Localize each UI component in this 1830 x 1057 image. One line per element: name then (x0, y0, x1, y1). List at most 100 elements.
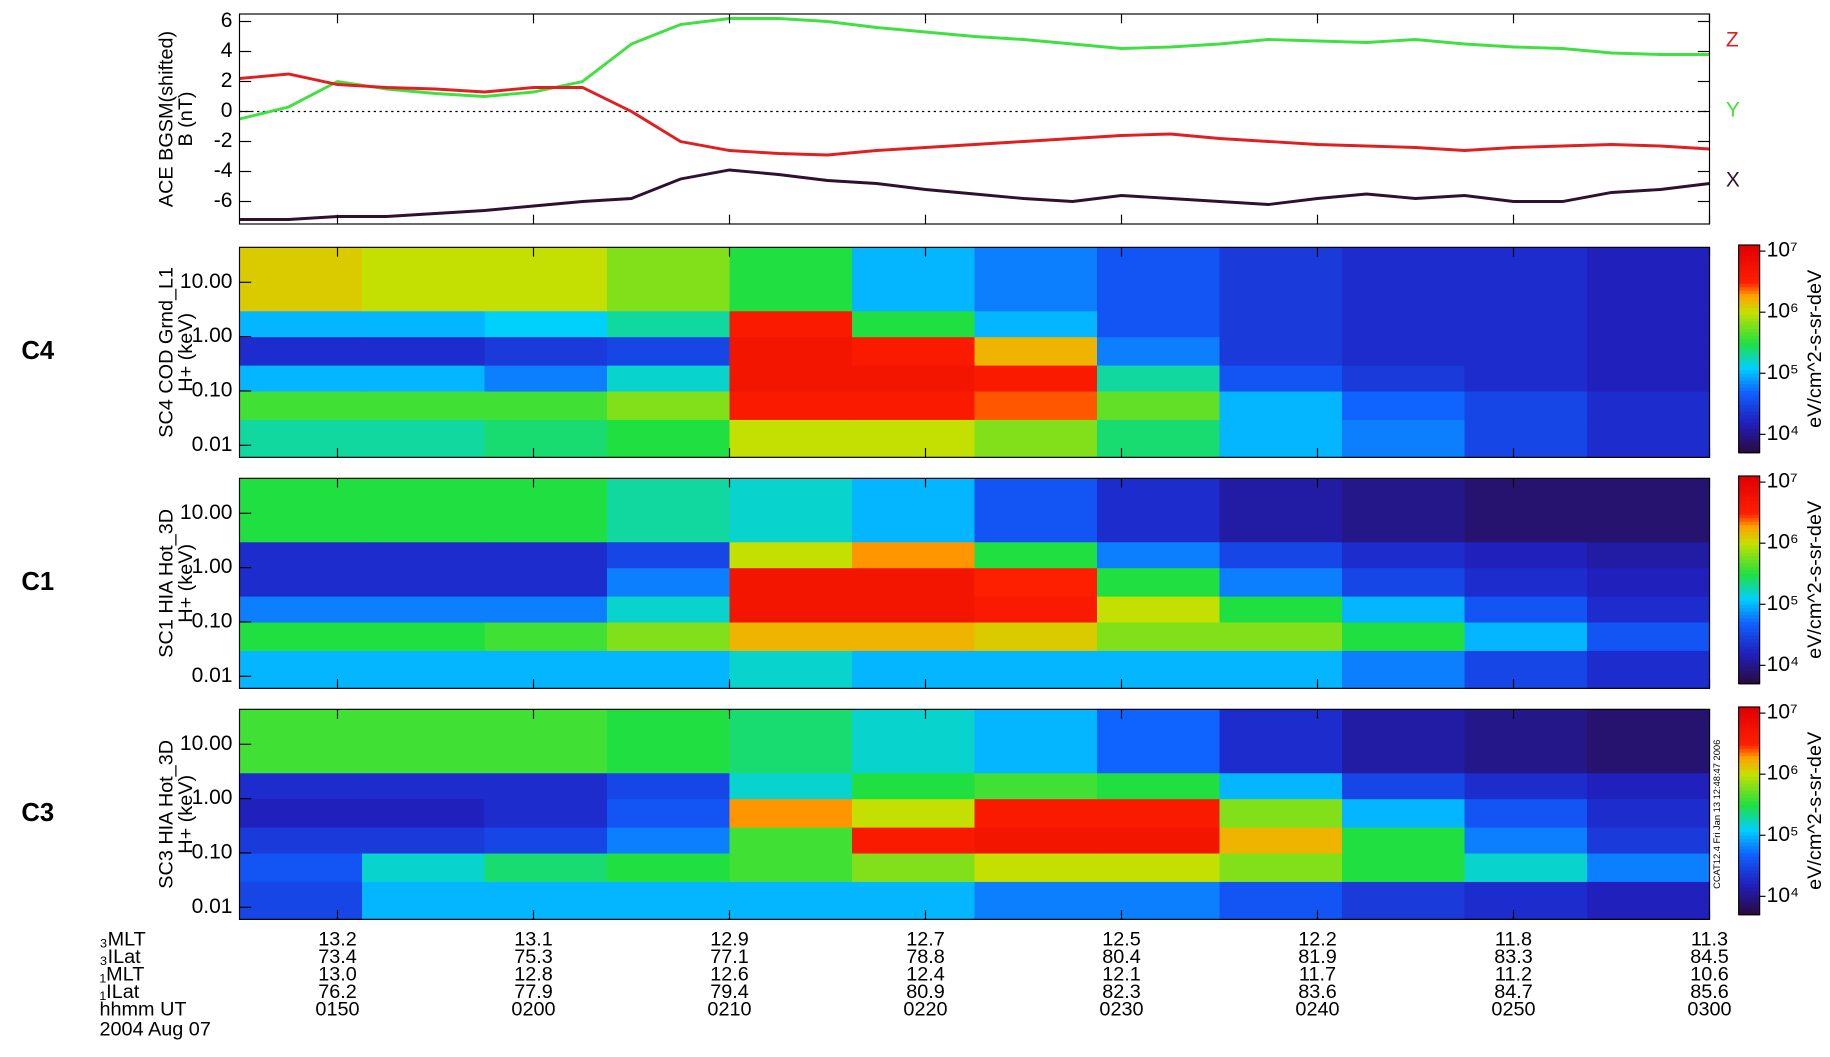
spectrogram-cell (730, 337, 853, 366)
y-axis-label: H+ (keV) (175, 544, 197, 623)
spectrogram-cell (1587, 709, 1710, 773)
spectrogram-cell (730, 799, 853, 828)
spectrogram-cell (1587, 365, 1710, 392)
spectrogram-cell (975, 337, 1098, 366)
spectrogram-cell (1220, 773, 1343, 800)
spectrogram-cell (1097, 709, 1220, 773)
spectrogram-cell (240, 311, 363, 338)
x-tick-label: 0200 (511, 999, 555, 1021)
spectrogram-cell (1465, 709, 1588, 773)
spectrogram-cell (240, 419, 363, 458)
spectrogram-cell (852, 773, 975, 800)
spectrogram-cell (485, 650, 608, 689)
spectrogram-cell (730, 568, 853, 597)
spectrogram-cell (1342, 622, 1465, 651)
spectrogram-cell (240, 827, 363, 854)
spectrogram-cell (730, 622, 853, 651)
spectrogram-cell (1465, 596, 1588, 623)
spectrogram-cell (1465, 478, 1588, 542)
spectrogram-cell (240, 391, 363, 420)
spectrogram-cell (730, 709, 853, 773)
spectrogram-cell (362, 853, 485, 882)
spectrogram-cell (1097, 596, 1220, 623)
spectrogram-cell (1220, 365, 1343, 392)
spectrogram-cell (362, 247, 485, 311)
spectrogram-cell (1097, 773, 1220, 800)
spectrogram-cell (1587, 337, 1710, 366)
y-axis-label: B (nT) (175, 91, 197, 146)
colorbar-tick-label: 10⁷ (1767, 239, 1798, 262)
y-tick-label: 4 (221, 39, 233, 62)
spectrogram-cell (730, 542, 853, 569)
y-axis-label: SC1 HIA Hot_3D (155, 509, 177, 658)
spectrogram-cell (1587, 542, 1710, 569)
y-tick-label: 1.00 (192, 786, 233, 809)
spectrogram-cell (730, 773, 853, 800)
legend-label: Y (1726, 98, 1740, 121)
legend-label: Z (1726, 28, 1739, 51)
series-line (240, 19, 1710, 120)
spectrogram-cell (362, 773, 485, 800)
spectrogram-cell (607, 827, 730, 854)
spectrogram-cell (975, 568, 1098, 597)
spectrogram-cell (1465, 311, 1588, 338)
spectrogram-cell (975, 247, 1098, 311)
spectrogram-cell (240, 568, 363, 597)
spectrogram-cell (1342, 709, 1465, 773)
spectrogram-cell (975, 827, 1098, 854)
spectrogram-cell (1587, 247, 1710, 311)
spectrogram-cell (362, 568, 485, 597)
spectrogram-cell (730, 596, 853, 623)
y-axis-label: H+ (keV) (175, 775, 197, 854)
spectrogram-cell (485, 419, 608, 458)
spectrogram-cell (1220, 596, 1343, 623)
colorbar-segment (1739, 245, 1760, 249)
spectrogram-cell (1465, 542, 1588, 569)
spectrogram-cell (240, 365, 363, 392)
spectrogram-cell (852, 419, 975, 458)
spectrogram-cell (1465, 365, 1588, 392)
spectrogram-cell (1220, 650, 1343, 689)
x-axis-label: hhmm UT (100, 999, 187, 1021)
spectrogram-cell (1220, 337, 1343, 366)
spectrogram-cell (1097, 853, 1220, 882)
spectrogram-cell (240, 650, 363, 689)
spectrogram-cell (1465, 650, 1588, 689)
spectrogram-cell (240, 596, 363, 623)
spectrogram-cell (1220, 568, 1343, 597)
spectrogram-cell (1587, 773, 1710, 800)
spectrogram-cell (1220, 391, 1343, 420)
y-axis-label: SC3 HIA Hot_3D (155, 740, 177, 889)
spectrogram-cell (362, 709, 485, 773)
spectrogram-cell (1220, 827, 1343, 854)
spectrogram-cell (1465, 419, 1588, 458)
spectrogram-cell (607, 365, 730, 392)
spectrogram-cell (485, 542, 608, 569)
spectrogram-cell (1587, 311, 1710, 338)
spectrogram-cell (1465, 391, 1588, 420)
y-axis-label: ACE BGSM(shifted) (155, 31, 177, 207)
spectrogram-cell (607, 709, 730, 773)
spectrogram-cell (240, 853, 363, 882)
spectrogram-cell (852, 827, 975, 854)
spectrogram-cell (362, 650, 485, 689)
spectrogram-cell (1097, 478, 1220, 542)
spectrogram-cell (1097, 568, 1220, 597)
spectrogram-cell (607, 853, 730, 882)
y-tick-label: 0.10 (192, 378, 233, 401)
footnote: CCAT12.4 Fri Jan 13 12:48:47 2006 (1712, 740, 1722, 889)
colorbar-tick-label: 10⁵ (1767, 823, 1799, 846)
spectrogram-cell (485, 311, 608, 338)
spectrogram-cell (362, 799, 485, 828)
series-line (240, 74, 1710, 155)
spectrogram-cell (975, 853, 1098, 882)
x-tick-label: 0220 (903, 999, 947, 1021)
colorbar-label: eV/cm^2-s-sr-deV (1804, 269, 1826, 428)
spectrogram-cell (485, 365, 608, 392)
spectrogram-cell (1097, 337, 1220, 366)
spectrogram-cell (240, 881, 363, 920)
panel-label: C4 (21, 337, 55, 365)
y-tick-label: 2 (221, 69, 233, 92)
spectrogram-cell (1220, 419, 1343, 458)
spectrogram-cell (240, 478, 363, 542)
